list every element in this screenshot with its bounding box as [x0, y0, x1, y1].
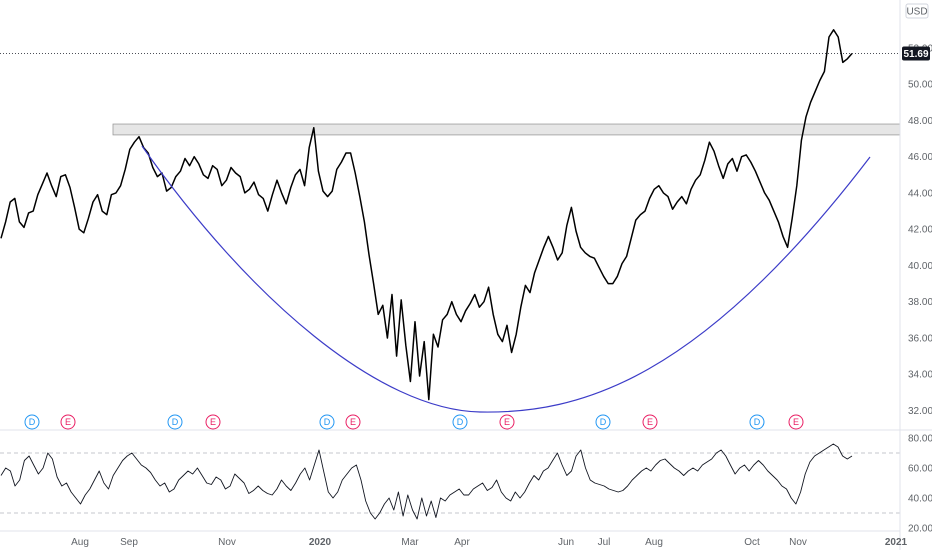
event-marker-label: E: [210, 417, 216, 427]
price-tick-label: 34.00: [908, 370, 932, 381]
event-marker-label: D: [457, 417, 464, 427]
last-price-badge: [902, 46, 930, 61]
currency-label: USD: [906, 7, 927, 18]
x-tick-label: 2021: [885, 537, 908, 548]
dividend-marker: [749, 414, 765, 430]
indicator-tick-label: 40.00: [908, 494, 932, 505]
indicator-line: [0, 443, 853, 520]
earnings-marker: [499, 414, 515, 430]
event-marker-label: D: [754, 417, 761, 427]
dividend-marker: [167, 414, 183, 430]
x-tick-label: Oct: [744, 537, 760, 548]
dividend-marker: [319, 414, 335, 430]
indicator-panel: [0, 443, 900, 520]
earnings-marker: [642, 414, 658, 430]
indicator-tick-label: 20.00: [908, 524, 932, 535]
event-marker-label: E: [793, 417, 799, 427]
x-tick-label: Jun: [558, 537, 574, 548]
x-tick-label: Jul: [598, 537, 611, 548]
earnings-marker: [345, 414, 361, 430]
price-line: [0, 29, 853, 401]
x-tick-label: Sep: [120, 537, 138, 548]
indicator-tick-label: 60.00: [908, 464, 932, 475]
dividend-marker: [595, 414, 611, 430]
event-marker-label: D: [324, 417, 331, 427]
cup-curve: [141, 145, 871, 413]
price-tick-label: 50.00: [908, 80, 932, 91]
x-tick-label: Apr: [454, 537, 470, 548]
currency-badge: [905, 3, 929, 19]
price-tick-label: 38.00: [908, 297, 932, 308]
event-marker-label: E: [350, 417, 356, 427]
x-tick-label: Nov: [218, 537, 236, 548]
indicator-tick-label: 80.00: [908, 434, 932, 445]
price-tick-label: 40.00: [908, 261, 932, 272]
dividend-marker: [452, 414, 468, 430]
dividend-marker: [24, 414, 40, 430]
x-tick-label: Aug: [71, 537, 89, 548]
earnings-marker: [788, 414, 804, 430]
price-tick-label: 48.00: [908, 116, 932, 127]
earnings-marker: [60, 414, 76, 430]
event-marker-label: D: [29, 417, 36, 427]
price-tick-label: 36.00: [908, 333, 932, 344]
event-marker-label: E: [65, 417, 71, 427]
x-tick-label: 2020: [309, 537, 332, 548]
event-marker-label: E: [504, 417, 510, 427]
earnings-marker: [205, 414, 221, 430]
last-price-label: 51.69: [903, 49, 928, 60]
x-tick-label: Mar: [401, 537, 419, 548]
x-tick-label: Nov: [789, 537, 807, 548]
event-marker-label: D: [172, 417, 179, 427]
price-tick-label: 42.00: [908, 225, 932, 236]
resistance-zone: [112, 123, 901, 136]
x-tick-label: Aug: [645, 537, 663, 548]
event-marker-label: D: [600, 417, 607, 427]
price-tick-label: 46.00: [908, 152, 932, 163]
event-marker-label: E: [647, 417, 653, 427]
price-tick-label: 32.00: [908, 406, 932, 417]
price-tick-label: 44.00: [908, 188, 932, 199]
